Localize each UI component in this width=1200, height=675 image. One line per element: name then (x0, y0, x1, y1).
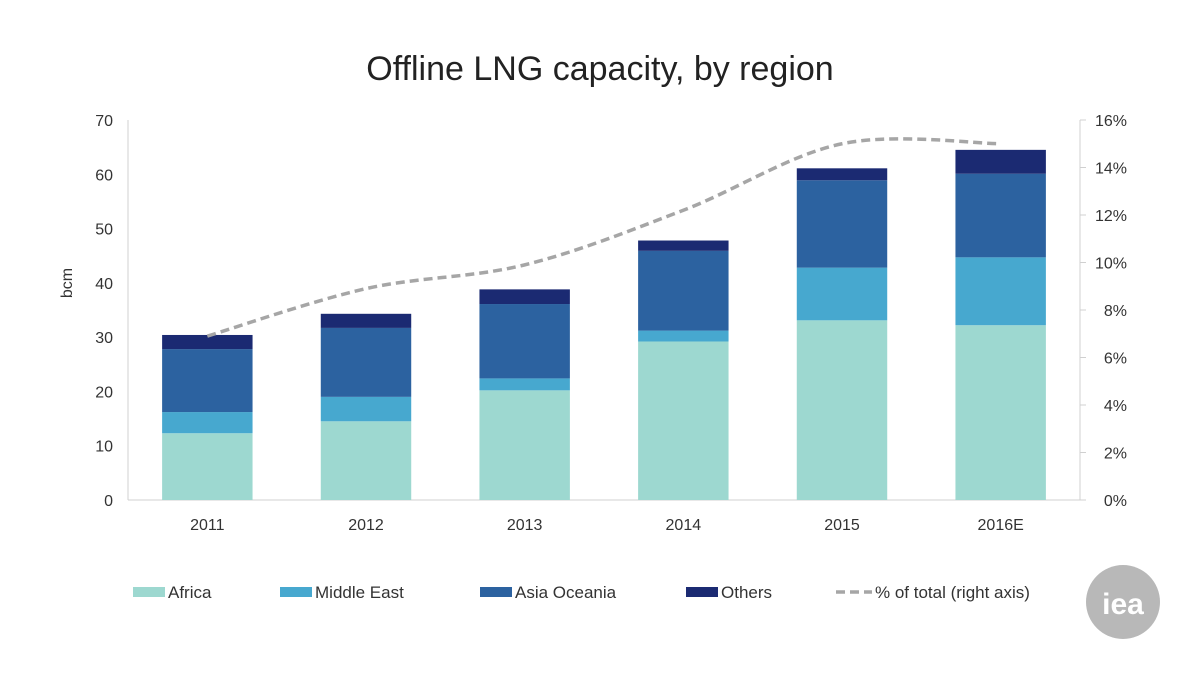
bar-middle-east-2013 (479, 378, 570, 391)
bar-africa-2011 (162, 433, 253, 500)
bar-middle-east-2015 (796, 267, 888, 321)
percent-line-layer (206, 137, 1001, 338)
y-tick-label: 0 (104, 493, 113, 510)
chart-title: Offline LNG capacity, by region (366, 50, 833, 88)
logo-text: iea (1102, 588, 1144, 621)
legend-swatch-middle-east (280, 587, 312, 597)
y-tick-label: 70 (95, 113, 113, 130)
x-tick-label: 2015 (824, 517, 860, 534)
y2-tick-label: 16% (1095, 113, 1127, 130)
bar-middle-east-2016e (955, 257, 1046, 326)
y2-tick-label: 12% (1095, 208, 1127, 225)
y2-tick-label: 2% (1104, 446, 1127, 463)
bar-others-2011 (162, 334, 253, 350)
x-tick-label: 2012 (348, 517, 384, 534)
bar-asia-oceania-2015 (796, 180, 888, 268)
legend-label-others: Others (721, 583, 772, 602)
y2-tick-label: 10% (1095, 256, 1127, 273)
bar-others-2012 (320, 313, 412, 328)
bar-asia-oceania-2013 (479, 304, 570, 379)
x-axis: 2011 2012 2013 2014 2015 2016E (190, 517, 1024, 534)
bar-asia-oceania-2014 (638, 250, 729, 331)
y2-tick-label: 8% (1104, 303, 1127, 320)
y2-tick-label: 6% (1104, 351, 1127, 368)
axis-lines (127, 120, 1081, 501)
bar-africa-2016e (955, 325, 1046, 500)
bar-others-2014 (638, 240, 729, 251)
y-tick-label: 50 (95, 222, 113, 239)
logo-circle (1086, 565, 1160, 639)
y-tick-label: 40 (95, 276, 113, 293)
y-tick-label: 20 (95, 384, 113, 401)
bar-others-2015 (796, 168, 888, 181)
bar-others-2013 (479, 289, 570, 305)
iea-logo: iea (1086, 565, 1160, 639)
bar-asia-oceania-2016e (955, 173, 1046, 258)
legend-label-percent-line: % of total (right axis) (875, 583, 1030, 602)
y2-tick-label: 14% (1095, 161, 1127, 178)
bar-africa-2013 (479, 390, 570, 500)
y-axis-label: bcm (59, 268, 76, 298)
bar-africa-2015 (796, 320, 888, 500)
y2-tick-label: 4% (1104, 398, 1127, 415)
bar-africa-2014 (638, 341, 729, 500)
legend-label-middle-east: Middle East (315, 583, 404, 602)
y-tick-label: 60 (95, 167, 113, 184)
percent-of-total-line (206, 137, 1001, 338)
bar-others-2016e (955, 149, 1046, 174)
legend: Africa Middle East Asia Oceania Others % of … (133, 583, 1030, 602)
legend-swatch-others (686, 587, 718, 597)
y-axis-right: 0% 2% 4% 6% 8% 10% 12% 14% 16% (1080, 113, 1127, 510)
x-tick-label: 2014 (666, 517, 702, 534)
bar-asia-oceania-2012 (320, 327, 412, 397)
x-tick-label: 2013 (507, 517, 543, 534)
x-tick-label: 2011 (190, 517, 225, 534)
y-axis-left: 0 10 20 30 40 50 60 70 (95, 113, 113, 510)
bar-middle-east-2014 (638, 330, 729, 342)
legend-label-africa: Africa (168, 583, 212, 602)
bar-africa-2012 (320, 421, 412, 500)
y2-tick-label: 0% (1104, 493, 1127, 510)
bar-middle-east-2012 (320, 396, 412, 422)
bar-asia-oceania-2011 (162, 349, 253, 413)
y-tick-label: 30 (95, 330, 113, 347)
x-tick-label: 2016E (978, 517, 1024, 534)
y-tick-label: 10 (95, 439, 113, 456)
bar-middle-east-2011 (162, 412, 253, 434)
legend-label-asia-oceania: Asia Oceania (515, 583, 617, 602)
legend-swatch-asia-oceania (480, 587, 512, 597)
bars (162, 149, 1046, 500)
legend-swatch-africa (133, 587, 165, 597)
